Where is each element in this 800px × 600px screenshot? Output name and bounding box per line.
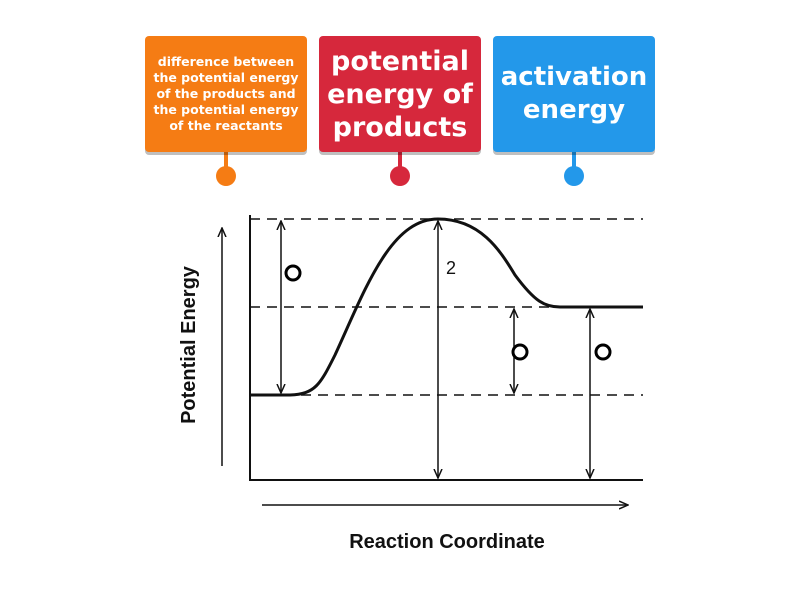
marker-label: 2 <box>446 258 456 278</box>
x-axis-label: Reaction Coordinate <box>349 531 545 553</box>
drop-target[interactable] <box>511 343 529 361</box>
energy-diagram <box>222 215 643 505</box>
drop-targets <box>284 264 612 361</box>
card-connectors <box>216 152 584 186</box>
drop-target[interactable] <box>284 264 302 282</box>
label-card[interactable]: activation energy <box>493 36 655 152</box>
label-card[interactable]: potential energy of products <box>319 36 481 152</box>
label-card[interactable]: difference between the potential energy … <box>145 36 307 152</box>
drop-target[interactable] <box>594 343 612 361</box>
y-axis-label: Potential Energy <box>178 265 200 424</box>
diagram-background <box>137 190 655 568</box>
